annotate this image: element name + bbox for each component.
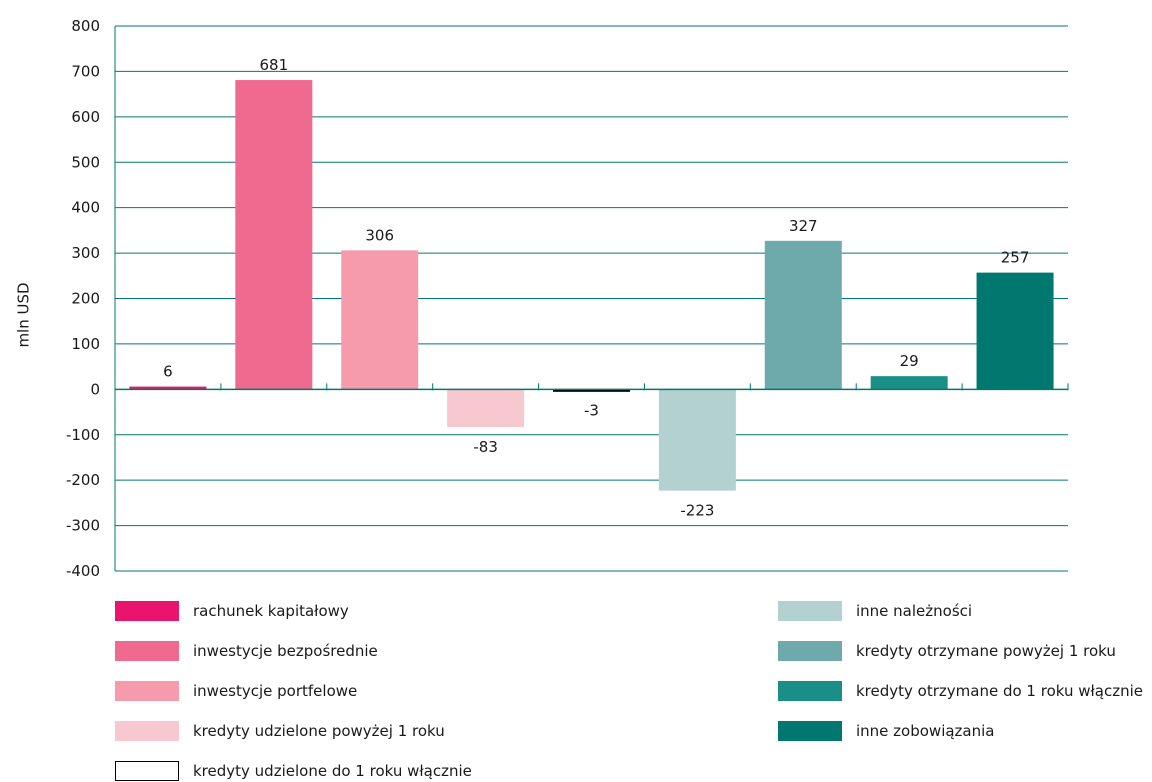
legend-swatch (115, 641, 179, 661)
data-label: -3 (584, 402, 599, 420)
legend-item: kredyty udzielone do 1 roku włącznie (115, 760, 472, 782)
bar (235, 80, 313, 390)
data-label: -83 (473, 438, 498, 456)
legend-item: inne zobowiązania (778, 720, 995, 742)
y-tick-label: 700 (71, 62, 100, 80)
y-tick-label: 400 (71, 199, 100, 217)
data-label: 306 (365, 226, 394, 244)
legend-item: kredyty otrzymane do 1 roku włącznie (778, 680, 1143, 702)
legend-label: rachunek kapitałowy (193, 602, 349, 620)
y-tick-label: 100 (71, 335, 100, 353)
legend-swatch (778, 681, 842, 701)
y-tick-label: 300 (71, 244, 100, 262)
bar-chart: 800 700 600 500 400 300 200 100 0 -100 -200 -300 -40… (66, 17, 1069, 580)
y-tick-label: 500 (71, 153, 100, 171)
legend-swatch (115, 761, 179, 781)
legend-label: kredyty otrzymane do 1 roku włącznie (856, 682, 1143, 700)
legend-label: kredyty otrzymane powyżej 1 roku (856, 642, 1116, 660)
bar (658, 389, 736, 491)
legend-label: inne należności (856, 602, 973, 620)
legend-swatch (115, 721, 179, 741)
data-label: 257 (1001, 249, 1030, 267)
legend-label: inwestycje portfelowe (193, 682, 358, 700)
y-tick-label: -100 (66, 426, 100, 444)
data-label: 6 (163, 363, 173, 381)
legend-label: inne zobowiązania (856, 722, 995, 740)
bar (447, 389, 525, 428)
y-tick-label: -200 (66, 471, 100, 489)
y-tick-label: 600 (71, 108, 100, 126)
legend-swatch (778, 641, 842, 661)
legend-label: inwestycje bezpośrednie (193, 642, 378, 660)
bar (553, 389, 630, 392)
legend-item: inwestycje portfelowe (115, 680, 357, 702)
legend-item: kredyty udzielone powyżej 1 roku (115, 720, 445, 742)
legend-swatch (778, 721, 842, 741)
legend-item: inwestycje bezpośrednie (115, 640, 378, 662)
y-tick-label: 800 (71, 17, 100, 35)
data-label: 327 (789, 217, 818, 235)
y-tick-label: 0 (90, 380, 100, 398)
bar (976, 272, 1054, 390)
y-tick-label: -400 (66, 562, 100, 580)
legend-swatch (115, 601, 179, 621)
legend-item: inne należności (778, 600, 972, 622)
data-label: -223 (680, 502, 714, 520)
legend-swatch (778, 601, 842, 621)
data-label: 29 (900, 352, 919, 370)
y-tick-label: -300 (66, 517, 100, 535)
legend-label: kredyty udzielone powyżej 1 roku (193, 722, 445, 740)
y-tick-label: 200 (71, 290, 100, 308)
legend-item: rachunek kapitałowy (115, 600, 349, 622)
bar (870, 376, 948, 390)
bar (341, 250, 419, 390)
legend-label: kredyty udzielone do 1 roku włącznie (193, 762, 472, 780)
legend-item: kredyty otrzymane powyżej 1 roku (778, 640, 1116, 662)
bar (129, 386, 207, 390)
legend-swatch (115, 681, 179, 701)
bar (764, 240, 842, 390)
data-label: 681 (260, 56, 289, 74)
